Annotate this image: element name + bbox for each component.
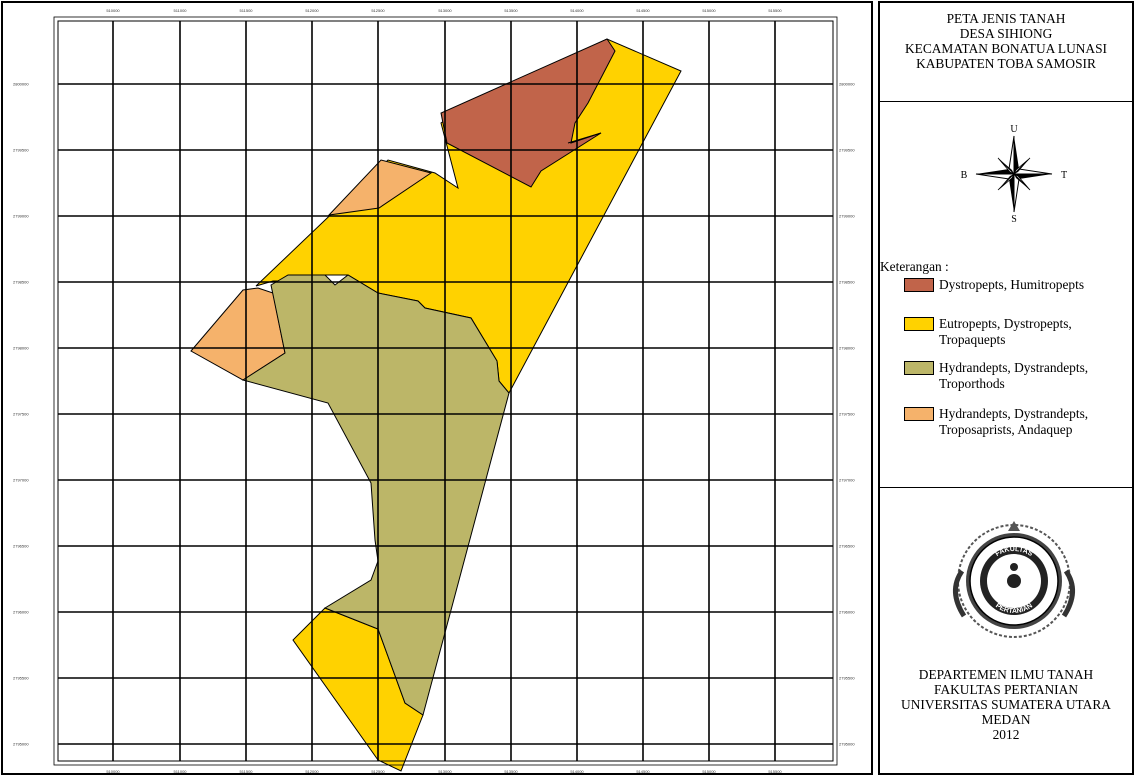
map-title-line-4: KABUPATEN TOBA SAMOSIR — [916, 56, 1096, 71]
y-tick-label: 2797500 — [839, 412, 855, 417]
x-tick-label: 512000 — [305, 8, 319, 13]
legend-item-label: Eutropepts, Dystropepts, — [939, 316, 1072, 331]
y-tick-label: 2795000 — [13, 742, 29, 747]
legend-swatch — [904, 361, 934, 375]
legend-swatch — [904, 407, 934, 421]
y-tick-label: 2796500 — [839, 544, 855, 549]
y-tick-label: 2799500 — [839, 148, 855, 153]
legend-swatch — [904, 317, 934, 331]
x-tick-label: 515000 — [702, 8, 716, 13]
x-tick-label: 514500 — [636, 769, 650, 773]
y-tick-label: 2799000 — [839, 214, 855, 219]
x-tick-label: 515500 — [768, 769, 782, 773]
map-title-line-3: KECAMATAN BONATUA LUNASI — [904, 41, 1108, 56]
grid-tick-labels: 510000 510000 511000 511000 511500 511500 5120… — [13, 8, 855, 773]
x-tick-label: 512000 — [305, 769, 319, 773]
legend-item-label: Hydrandepts, Dystrandepts, — [939, 406, 1089, 421]
map-title-line-2: DESA SIHIONG — [959, 26, 1053, 41]
y-tick-label: 2796000 — [13, 610, 29, 615]
y-tick-label: 2796000 — [839, 610, 855, 615]
legend-item-label: Dystropepts, Humitropepts — [939, 277, 1085, 292]
legend-swatch — [904, 278, 934, 292]
institution-line-3: UNIVERSITAS SUMATERA UTARA — [901, 697, 1111, 712]
legend-item-label-2: Tropaquepts — [939, 332, 1006, 347]
map-neatline — [57, 20, 834, 762]
institution-line-5: 2012 — [992, 727, 1020, 742]
institution-line-2: FAKULTAS PERTANIAN — [934, 682, 1078, 697]
y-tick-label: 2798500 — [13, 280, 29, 285]
y-tick-label: 2797000 — [13, 478, 29, 483]
x-tick-label: 510000 — [106, 8, 120, 13]
y-tick-label: 2800000 — [839, 82, 855, 87]
y-tick-label: 2798000 — [839, 346, 855, 351]
y-tick-label: 2798000 — [13, 346, 29, 351]
x-tick-label: 513000 — [438, 769, 452, 773]
institution-line-1: DEPARTEMEN ILMU TANAH — [918, 667, 1094, 682]
legend-item-dystropepts: Dystropepts, Humitropepts — [904, 277, 1084, 293]
legend-title: Keterangan : — [880, 259, 949, 274]
y-tick-label: 2798500 — [839, 280, 855, 285]
east-label: T — [1061, 170, 1067, 181]
x-tick-label: 515500 — [768, 8, 782, 13]
x-tick-label: 515000 — [702, 769, 716, 773]
y-tick-label: 2797500 — [13, 412, 29, 417]
x-tick-label: 513000 — [438, 8, 452, 13]
x-tick-label: 511500 — [239, 769, 253, 773]
institution-line-4: MEDAN — [981, 712, 1031, 727]
y-tick-label: 2796500 — [13, 544, 29, 549]
y-tick-label: 2799500 — [13, 148, 29, 153]
x-tick-label: 511000 — [173, 8, 187, 13]
y-tick-label: 2797000 — [839, 478, 855, 483]
legend-item-hydrandepts-troporthods: Hydrandepts, Dystrandepts, Troporthods — [904, 360, 1088, 392]
logo-box: FAKULTAS PERTANIAN — [880, 488, 1132, 663]
soil-map: 510000 510000 511000 511000 511500 511500 5120… — [13, 8, 855, 773]
grid-lines — [58, 21, 833, 761]
university-seal-icon: FAKULTAS PERTANIAN — [953, 521, 1075, 638]
y-tick-label: 2799000 — [13, 214, 29, 219]
north-label: U — [1010, 124, 1018, 135]
soil-area-hydrandepts-troposaprists-north — [327, 159, 433, 216]
compass-rose-icon: U S B T — [961, 124, 1067, 225]
north-arrow-box: U S B T — [880, 102, 1132, 239]
map-title-line-1: PETA JENIS TANAH — [946, 11, 1066, 26]
x-tick-label: 511500 — [239, 8, 253, 13]
legend-item-eutropepts: Eutropepts, Dystropepts, Tropaquepts — [904, 316, 1072, 348]
x-tick-label: 513500 — [504, 8, 518, 13]
x-tick-label: 511000 — [173, 769, 187, 773]
map-frame: 510000 510000 511000 511000 511500 511500 5120… — [1, 1, 873, 775]
legend-item-label-2: Troporthods — [939, 376, 1005, 391]
west-label: B — [961, 170, 968, 181]
map-title-box: PETA JENIS TANAH DESA SIHIONG KECAMATAN … — [880, 3, 1132, 102]
x-tick-label: 513500 — [504, 769, 518, 773]
y-tick-label: 2795500 — [13, 676, 29, 681]
x-tick-label: 512500 — [371, 769, 385, 773]
x-tick-label: 514500 — [636, 8, 650, 13]
map-info-panel: PETA JENIS TANAH DESA SIHIONG KECAMATAN … — [878, 1, 1134, 775]
legend-item-hydrandepts-troposaprists: Hydrandepts, Dystrandepts, Troposaprists… — [904, 406, 1088, 438]
x-tick-label: 512500 — [371, 8, 385, 13]
soil-area-hydrandepts-troporthods — [241, 274, 510, 716]
x-tick-label: 510000 — [106, 769, 120, 773]
legend-item-label-2: Troposaprists, Andaquep — [939, 422, 1073, 437]
legend-item-label: Hydrandepts, Dystrandepts, — [939, 360, 1089, 375]
x-tick-label: 514000 — [570, 8, 584, 13]
x-tick-label: 514000 — [570, 769, 584, 773]
y-tick-label: 2800000 — [13, 82, 29, 87]
south-label: S — [1011, 214, 1017, 225]
institution-box: DEPARTEMEN ILMU TANAH FAKULTAS PERTANIAN… — [880, 667, 1132, 777]
y-tick-label: 2795000 — [839, 742, 855, 747]
legend: Keterangan : Dystropepts, Humitropepts E… — [880, 239, 1132, 488]
y-tick-label: 2795500 — [839, 676, 855, 681]
